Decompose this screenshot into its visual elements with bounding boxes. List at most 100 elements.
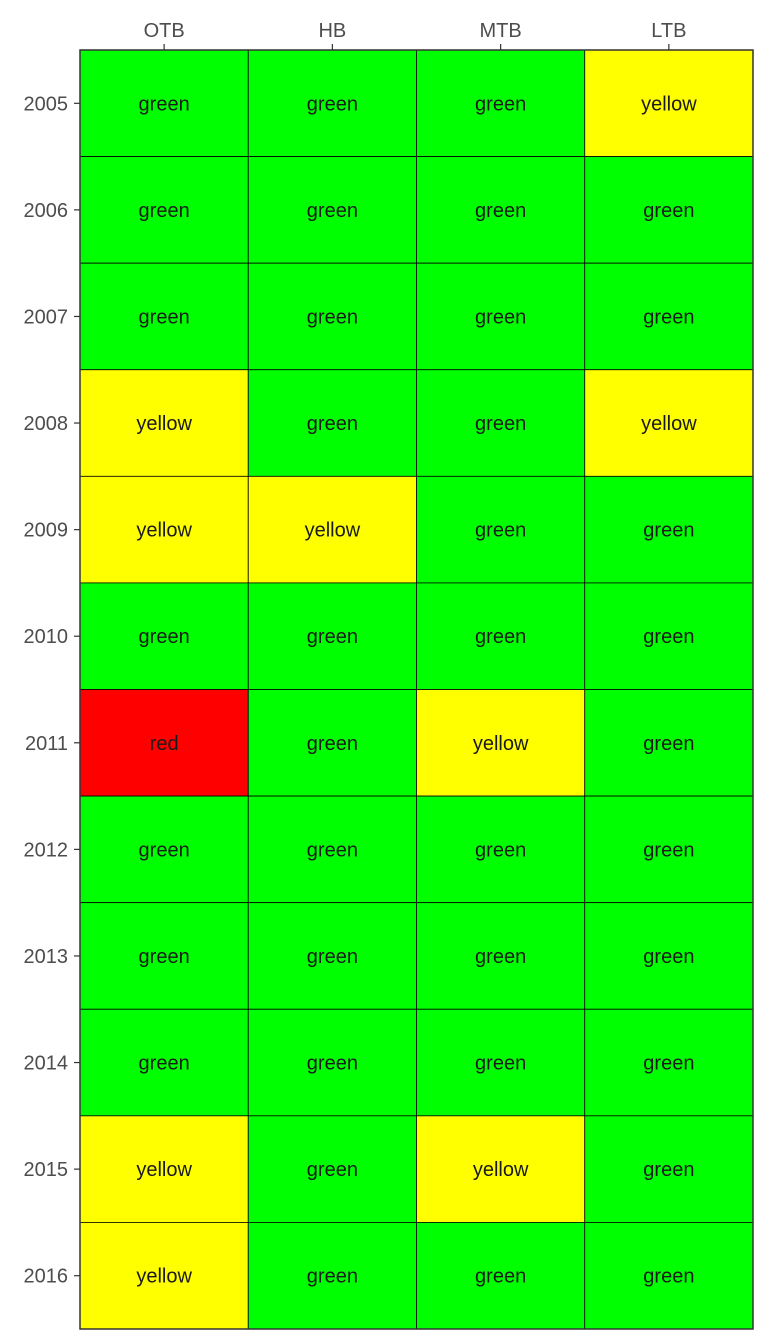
cell-label: green xyxy=(475,839,526,861)
cell-2013-hb xyxy=(247,902,417,1010)
cell-2006-ltb xyxy=(584,156,754,264)
cell-label: green xyxy=(643,626,694,648)
cell-label: green xyxy=(307,413,358,435)
cell-label: green xyxy=(139,626,190,648)
cell-2012-mtb xyxy=(416,795,586,904)
cell-2009-mtb xyxy=(416,475,586,584)
cell-label: green xyxy=(643,839,694,861)
cell-label: green xyxy=(475,200,526,222)
row-label-2009: 2009 xyxy=(24,520,69,542)
cell-2008-hb xyxy=(247,369,417,477)
cell-2008-otb xyxy=(79,369,249,477)
cell-label: green xyxy=(307,1266,358,1288)
cell-label: green xyxy=(475,1053,526,1075)
cell-2005-ltb xyxy=(584,49,754,157)
column-label-otb: OTB xyxy=(144,20,185,42)
cell-label: yellow xyxy=(136,1159,192,1181)
cell-label: green xyxy=(643,1053,694,1075)
cell-2014-hb xyxy=(247,1008,417,1117)
cell-label: yellow xyxy=(641,93,697,115)
cell-2006-mtb xyxy=(416,156,586,264)
cell-2014-mtb xyxy=(416,1008,586,1117)
cell-label: green xyxy=(307,306,358,328)
cell-label: green xyxy=(643,946,694,968)
cell-2014-ltb xyxy=(584,1008,754,1117)
cell-label: green xyxy=(643,200,694,222)
row-label-2010: 2010 xyxy=(24,626,69,648)
cell-label: green xyxy=(307,946,358,968)
cell-label: green xyxy=(475,1266,526,1288)
cell-label: green xyxy=(307,733,358,755)
row-label-2011: 2011 xyxy=(25,733,68,755)
cell-2016-ltb xyxy=(584,1222,754,1330)
cell-2006-hb xyxy=(247,156,417,264)
column-label-hb: HB xyxy=(318,20,346,42)
row-label-2012: 2012 xyxy=(24,839,69,861)
cell-label: green xyxy=(307,626,358,648)
cell-2011-ltb xyxy=(584,689,754,797)
cell-2009-otb xyxy=(79,475,249,584)
cell-label: red xyxy=(150,733,179,755)
cell-label: green xyxy=(475,93,526,115)
cell-label: yellow xyxy=(136,520,192,542)
column-label-mtb: MTB xyxy=(480,20,522,42)
cell-label: green xyxy=(475,413,526,435)
row-label-2006: 2006 xyxy=(24,200,69,222)
cell-2016-hb xyxy=(247,1222,417,1330)
cell-label: green xyxy=(475,626,526,648)
cell-2006-otb xyxy=(79,156,249,264)
cell-2013-ltb xyxy=(584,902,754,1010)
column-label-ltb: LTB xyxy=(651,20,686,42)
row-label-2007: 2007 xyxy=(24,306,69,328)
cell-label: green xyxy=(643,733,694,755)
cell-label: green xyxy=(643,1159,694,1181)
cell-2011-otb xyxy=(79,689,249,797)
cell-2010-hb xyxy=(247,582,417,690)
cell-label: green xyxy=(307,93,358,115)
cell-label: yellow xyxy=(305,520,361,542)
heatmap-cells: green green green yellow green green green gree… xyxy=(79,49,754,1330)
cell-label: green xyxy=(307,1053,358,1075)
cell-2007-ltb xyxy=(584,262,754,371)
cell-label: yellow xyxy=(473,1159,529,1181)
cell-2009-hb xyxy=(247,475,417,584)
cell-label: yellow xyxy=(136,413,192,435)
row-label-2005: 2005 xyxy=(24,93,69,115)
row-axis: 2005 2006 2007 2008 2009 2010 2011 2012 2013 2014… xyxy=(24,93,80,1288)
cell-2012-otb xyxy=(79,795,249,904)
column-axis: OTB HB MTB LTB xyxy=(144,20,686,50)
cell-label: green xyxy=(139,946,190,968)
cell-label: green xyxy=(643,1266,694,1288)
cell-2016-mtb xyxy=(416,1222,586,1330)
cell-label: green xyxy=(643,520,694,542)
cell-label: green xyxy=(475,520,526,542)
cell-label: yellow xyxy=(473,733,529,755)
row-label-2016: 2016 xyxy=(24,1266,69,1288)
cell-label: green xyxy=(139,200,190,222)
cell-2015-hb xyxy=(247,1115,417,1223)
cell-2007-hb xyxy=(247,262,417,371)
cell-label: green xyxy=(139,93,190,115)
cell-label: green xyxy=(475,946,526,968)
cell-2014-otb xyxy=(79,1008,249,1117)
cell-2008-ltb xyxy=(584,369,754,477)
cell-2011-hb xyxy=(247,689,417,797)
cell-2009-ltb xyxy=(584,475,754,584)
cell-label: green xyxy=(475,306,526,328)
cell-2005-otb xyxy=(79,49,249,157)
cell-2008-mtb xyxy=(416,369,586,477)
row-label-2014: 2014 xyxy=(24,1053,69,1075)
cell-label: yellow xyxy=(136,1266,192,1288)
cell-label: green xyxy=(643,306,694,328)
cell-label: green xyxy=(139,839,190,861)
cell-label: green xyxy=(307,1159,358,1181)
row-label-2008: 2008 xyxy=(24,413,69,435)
row-label-2015: 2015 xyxy=(24,1159,69,1181)
cell-2015-mtb xyxy=(416,1115,586,1223)
row-label-2013: 2013 xyxy=(24,946,69,968)
cell-label: green xyxy=(307,839,358,861)
cell-2010-mtb xyxy=(416,582,586,690)
cell-2011-mtb xyxy=(416,689,586,797)
cell-label: green xyxy=(139,1053,190,1075)
